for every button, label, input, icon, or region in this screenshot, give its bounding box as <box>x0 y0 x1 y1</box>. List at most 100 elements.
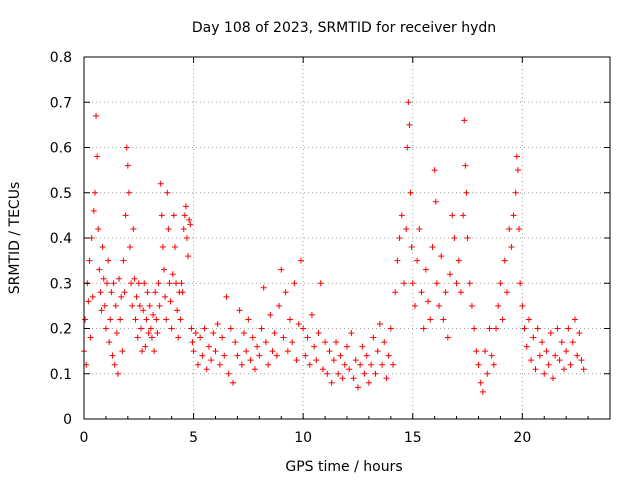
data-point <box>337 352 344 359</box>
data-point <box>147 325 154 332</box>
data-point <box>104 280 111 287</box>
data-point <box>116 275 123 282</box>
data-point <box>181 212 188 219</box>
data-point <box>341 361 348 368</box>
x-tick-label: 0 <box>80 430 89 446</box>
data-point <box>471 325 478 332</box>
data-point <box>352 357 359 364</box>
data-point <box>306 361 313 368</box>
data-point <box>580 366 587 373</box>
data-point <box>142 343 149 350</box>
x-tick-labels: 0 5 10 15 20 <box>80 430 532 446</box>
data-point <box>110 280 117 287</box>
data-point <box>160 266 167 273</box>
data-point <box>523 343 530 350</box>
data-point <box>171 244 178 251</box>
data-point <box>461 117 468 124</box>
axis-ticks <box>83 56 610 420</box>
data-point <box>319 366 326 373</box>
data-point <box>156 302 163 309</box>
data-point <box>463 189 470 196</box>
data-point <box>182 203 189 210</box>
data-point <box>444 334 451 341</box>
data-point <box>431 167 438 174</box>
data-point <box>354 384 361 391</box>
data-point <box>348 330 355 337</box>
data-point <box>453 280 460 287</box>
data-point <box>94 153 101 160</box>
data-point <box>493 325 500 332</box>
data-point <box>550 375 557 382</box>
data-point <box>432 198 439 205</box>
data-point <box>106 339 113 346</box>
x-axis-label: GPS time / hours <box>285 459 402 475</box>
data-point <box>112 302 119 309</box>
data-point <box>300 325 307 332</box>
data-point <box>328 379 335 386</box>
data-point <box>96 266 103 273</box>
data-point <box>464 235 471 241</box>
data-point <box>330 357 337 364</box>
data-point <box>137 325 144 332</box>
data-point <box>506 225 513 232</box>
data-point <box>344 343 350 350</box>
data-point <box>361 370 368 377</box>
data-point <box>130 225 137 232</box>
data-point <box>158 212 165 219</box>
data-point <box>563 348 570 355</box>
data-point <box>311 343 318 350</box>
data-point <box>221 352 228 359</box>
data-point <box>482 348 489 355</box>
data-point <box>155 280 162 287</box>
data-point <box>295 320 302 327</box>
data-point <box>238 361 245 368</box>
data-point <box>102 325 109 332</box>
data-point <box>227 325 234 332</box>
data-point <box>293 357 300 364</box>
data-point <box>168 325 175 332</box>
data-point <box>144 289 151 296</box>
data-point <box>447 271 454 278</box>
data-point <box>151 348 158 355</box>
data-point <box>558 339 565 346</box>
data-point <box>146 302 153 309</box>
data-point <box>208 357 215 364</box>
data-point <box>98 307 105 314</box>
data-point <box>89 293 96 300</box>
data-point <box>194 361 201 368</box>
data-point <box>140 307 147 314</box>
data-point <box>258 325 265 332</box>
data-point <box>186 216 193 223</box>
data-point <box>451 235 458 241</box>
data-point <box>315 330 322 337</box>
data-point <box>455 257 462 264</box>
data-point <box>407 189 414 196</box>
data-point <box>516 225 523 232</box>
data-point <box>420 325 427 332</box>
data-point <box>396 235 403 241</box>
data-point <box>565 325 572 332</box>
data-point <box>425 298 432 305</box>
x-tick-label: 10 <box>294 430 312 446</box>
x-tick-label: 15 <box>404 430 422 446</box>
data-point <box>488 352 495 359</box>
data-point <box>157 180 164 187</box>
data-point <box>177 316 184 323</box>
y-axis-label: SRMTID / TECUs <box>7 182 23 295</box>
data-point <box>247 357 254 364</box>
data-point <box>422 266 429 273</box>
data-point <box>143 316 150 323</box>
data-point <box>519 302 526 309</box>
data-point <box>287 316 294 323</box>
data-point <box>134 334 141 341</box>
data-point <box>394 257 401 264</box>
data-point <box>210 330 217 337</box>
data-point <box>232 339 239 346</box>
data-point <box>114 370 121 377</box>
data-point <box>387 325 394 332</box>
data-point <box>339 375 346 382</box>
data-point <box>569 339 576 346</box>
data-point <box>479 388 486 395</box>
data-point <box>545 361 552 368</box>
data-point <box>153 316 160 323</box>
